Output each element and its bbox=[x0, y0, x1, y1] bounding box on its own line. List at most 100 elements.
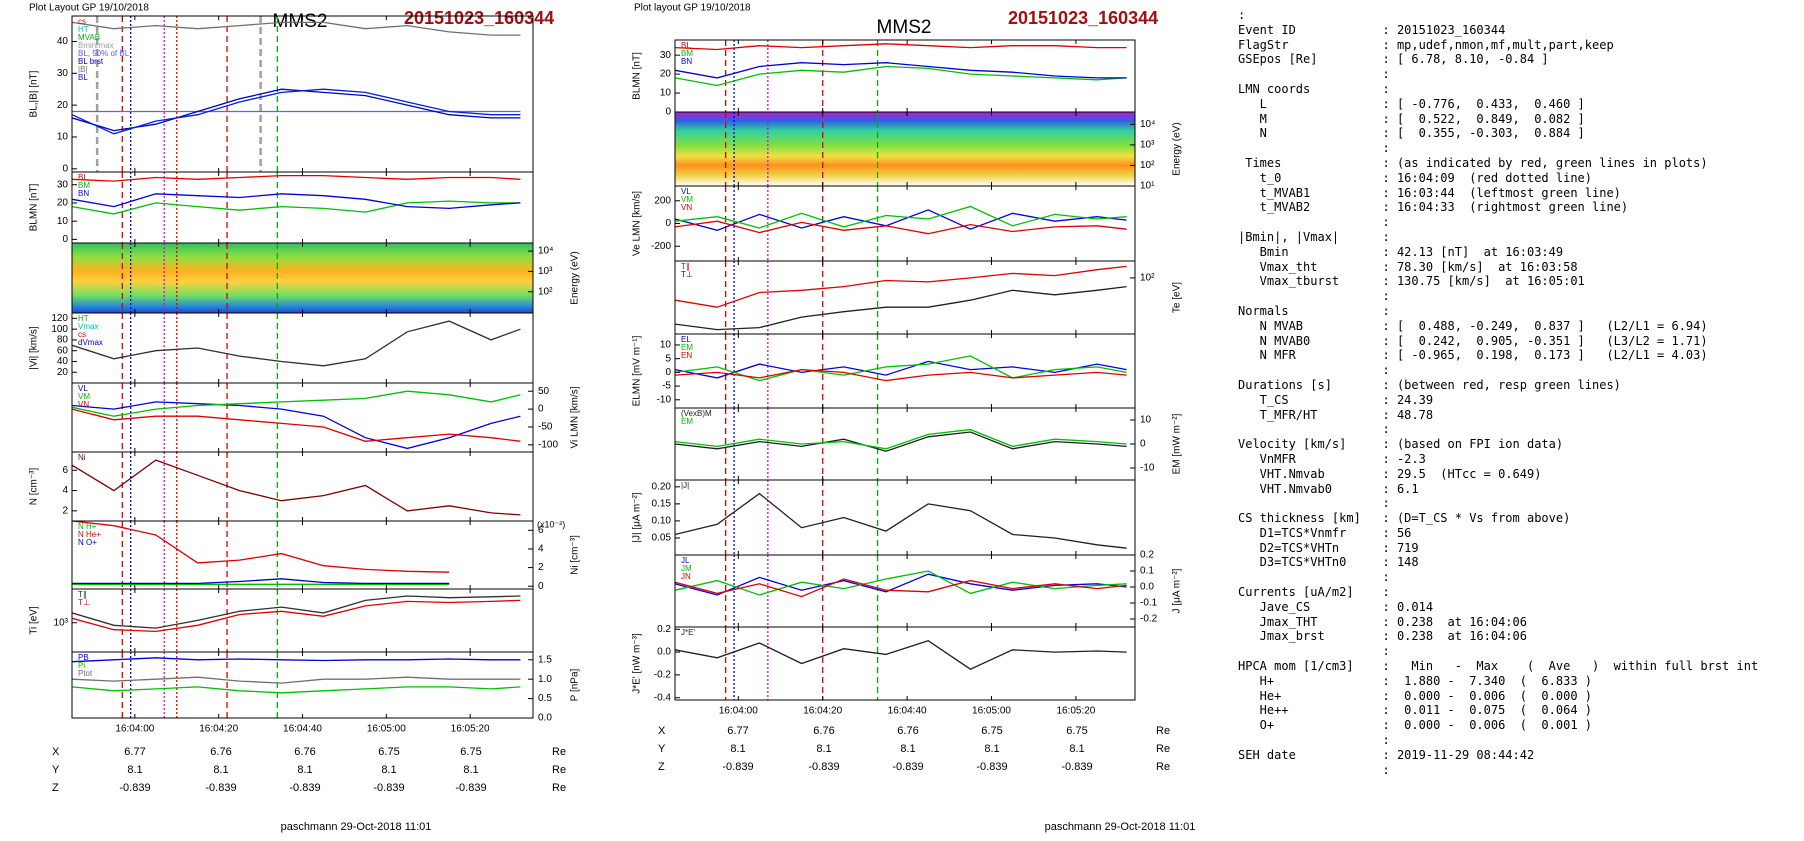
info-line: VnMFR : -2.3 bbox=[1238, 451, 1426, 466]
y-tick-label: 0.2 bbox=[1140, 550, 1154, 561]
info-line: L : [ -0.776, 0.433, 0.460 ] bbox=[1238, 96, 1585, 111]
position-value: 8.1 bbox=[900, 743, 915, 755]
y-tick-label: 10² bbox=[1140, 273, 1155, 284]
position-value: -0.839 bbox=[1061, 761, 1092, 773]
y-tick-label: 0 bbox=[665, 367, 671, 378]
y-tick-label: -10 bbox=[657, 394, 672, 405]
x-tick-label: 16:04:00 bbox=[115, 724, 154, 735]
info-line: t_MVAB1 : 16:03:44 (leftmost green line) bbox=[1238, 185, 1621, 200]
series-line bbox=[72, 320, 521, 367]
series-line bbox=[675, 205, 1127, 229]
position-unit: Re bbox=[552, 782, 566, 794]
info-line: GSEpos [Re] : [ 6.78, 8.10, -0.84 ] bbox=[1238, 52, 1549, 67]
legend-entry: PB bbox=[78, 653, 89, 662]
position-value: 8.1 bbox=[127, 764, 142, 776]
y-axis-label: Te [eV] bbox=[1172, 282, 1183, 313]
y-tick-label: 50 bbox=[538, 386, 550, 397]
position-unit: Re bbox=[1156, 761, 1170, 773]
info-line: Durations [s] : (between red, resp green… bbox=[1238, 377, 1621, 392]
position-value: -0.839 bbox=[373, 782, 404, 794]
y-tick-label: 10¹ bbox=[1140, 181, 1155, 192]
series-line bbox=[72, 408, 521, 442]
info-line: VHT.Nmvab0 : 6.1 bbox=[1238, 481, 1419, 496]
series-line bbox=[72, 200, 521, 215]
y-tick-label: 120 bbox=[51, 313, 68, 324]
series-line bbox=[675, 431, 1127, 452]
info-line: T_MFR/HT : 48.78 bbox=[1238, 407, 1434, 422]
footer: paschmann 29-Oct-2018 11:01 bbox=[1045, 821, 1196, 833]
position-value: 6.76 bbox=[210, 746, 231, 758]
y-tick-label: 200 bbox=[654, 195, 671, 206]
series-line bbox=[675, 65, 1127, 87]
y-tick-label: -0.4 bbox=[654, 692, 672, 703]
position-value: -0.839 bbox=[976, 761, 1007, 773]
series-line bbox=[675, 368, 1127, 382]
position-value: 6.75 bbox=[981, 725, 1002, 737]
info-line: N MVAB0 : [ 0.242, 0.905, -0.351 ] (L3/L… bbox=[1238, 333, 1708, 348]
position-label: X bbox=[658, 725, 666, 737]
legend-entry: Ptot bbox=[78, 669, 93, 678]
y-tick-label: 1.5 bbox=[538, 654, 552, 665]
series-line bbox=[675, 62, 1127, 79]
info-line: Normals : bbox=[1238, 303, 1390, 318]
y-tick-label: -100 bbox=[538, 439, 558, 450]
y-tick-label: 0 bbox=[538, 404, 544, 415]
legend-entry: BN bbox=[78, 189, 89, 198]
panel: 2 4 6 N [cm⁻³] Ni bbox=[29, 451, 534, 522]
x-tick-label: 16:04:40 bbox=[888, 706, 927, 717]
legend-entry: T∥ bbox=[681, 262, 690, 271]
legend-entry: N H+ bbox=[78, 522, 97, 531]
legend-entry: EM bbox=[681, 343, 693, 352]
y-tick-label: 10 bbox=[57, 132, 69, 143]
panel-frame bbox=[674, 333, 1136, 409]
y-tick-label: 5 bbox=[665, 353, 671, 364]
legend-entry: T⊥ bbox=[681, 270, 693, 279]
plot-header: Plot Layout GP 19/10/2018 bbox=[29, 3, 149, 14]
legend-entry: EN bbox=[681, 351, 692, 360]
info-line: Jmax_brst : 0.238 at 16:04:06 bbox=[1238, 629, 1527, 644]
panel-frame bbox=[674, 626, 1136, 701]
x-tick-label: 16:04:40 bbox=[283, 724, 322, 735]
y-axis-label: Energy (eV) bbox=[570, 251, 581, 304]
position-value: 6.77 bbox=[727, 725, 748, 737]
y-tick-label: 0 bbox=[62, 234, 68, 245]
y-tick-label: 80 bbox=[57, 335, 69, 346]
y-tick-label: 2 bbox=[538, 562, 544, 573]
info-line: |Bmin|, |Vmax| : bbox=[1238, 229, 1390, 244]
y-tick-label: 10 bbox=[1140, 415, 1152, 426]
position-value: -0.839 bbox=[289, 782, 320, 794]
series-line bbox=[72, 686, 521, 694]
info-line: : bbox=[1238, 67, 1390, 82]
position-value: 8.1 bbox=[730, 743, 745, 755]
info-line: Vmax_tht : 78.30 [km/s] at 16:03:58 bbox=[1238, 259, 1578, 274]
info-line: Velocity [km/s] : (based on FPI ion data… bbox=[1238, 437, 1564, 452]
y-axis-label: EM [mW m⁻²] bbox=[1172, 413, 1183, 474]
position-value: 6.75 bbox=[1066, 725, 1087, 737]
series-line bbox=[675, 570, 1127, 596]
y-tick-label: -0.1 bbox=[1140, 598, 1158, 609]
y-tick-label: 2 bbox=[62, 505, 68, 516]
position-label: Z bbox=[52, 782, 59, 794]
position-value: -0.839 bbox=[722, 761, 753, 773]
legend-entry: BL bbox=[78, 173, 88, 182]
plot-title: MMS2 bbox=[273, 11, 328, 32]
info-line: : bbox=[1238, 8, 1246, 22]
info-panel: : Event ID : 20151023_160344 FlagStr : mp,… bbox=[1238, 8, 1758, 777]
legend-entry: VL bbox=[78, 384, 88, 393]
info-line: : bbox=[1238, 733, 1390, 748]
y-tick-label: 6 bbox=[62, 465, 68, 476]
series-line bbox=[675, 43, 1127, 51]
x-tick-label: 16:05:20 bbox=[1056, 706, 1095, 717]
legend-entry: BM bbox=[681, 49, 693, 58]
series-line bbox=[675, 220, 1127, 235]
x-tick-label: 16:05:20 bbox=[451, 724, 490, 735]
legend-entry: T∥ bbox=[78, 590, 87, 599]
position-value: 6.76 bbox=[813, 725, 834, 737]
y-tick-label: 0.15 bbox=[652, 499, 672, 510]
series-line bbox=[72, 193, 521, 210]
panel: 10² 10³ 10⁴ Energy (eV) bbox=[71, 242, 581, 314]
